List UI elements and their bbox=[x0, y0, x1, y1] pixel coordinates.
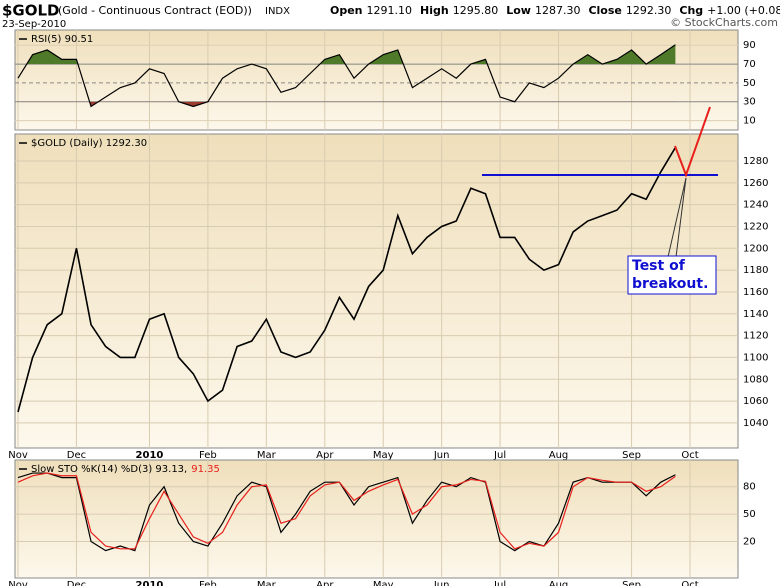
x-tick-label: Aug bbox=[549, 450, 569, 461]
y-tick-label: 1260 bbox=[743, 178, 768, 189]
x-tick-label: Jul bbox=[493, 580, 506, 586]
y-tick-label: 10 bbox=[743, 116, 756, 127]
panel-title-part: Slow STO %K(14) %D(3) 93.13, bbox=[31, 464, 187, 475]
quote-label: High bbox=[420, 4, 449, 17]
quote-value: 1292.30 bbox=[626, 4, 672, 17]
x-tick-label: Apr bbox=[316, 450, 334, 461]
y-tick-label: 70 bbox=[743, 59, 756, 70]
callout-text: breakout. bbox=[632, 276, 708, 292]
callout-text: Test of bbox=[632, 258, 686, 274]
y-tick-label: 1200 bbox=[743, 243, 768, 254]
y-tick-label: 80 bbox=[743, 482, 756, 493]
rsi-upper-fill bbox=[26, 44, 676, 65]
y-tick-label: 1040 bbox=[743, 418, 768, 429]
x-tick-label: Jun bbox=[433, 450, 450, 461]
x-tick-label: Aug bbox=[549, 580, 569, 586]
x-tick-label: May bbox=[373, 450, 394, 461]
description: (Gold - Continuous Contract (EOD)) bbox=[58, 4, 252, 17]
x-tick-label: Feb bbox=[199, 580, 217, 586]
pointer bbox=[675, 177, 687, 258]
pointer bbox=[667, 177, 687, 258]
series-line bbox=[17, 472, 676, 550]
x-tick-label: Dec bbox=[67, 580, 86, 586]
x-tick-label: Mar bbox=[257, 450, 277, 461]
series-line bbox=[17, 44, 676, 108]
panel-title: RSI(5) 90.51 bbox=[31, 34, 93, 45]
panel-bg bbox=[14, 29, 739, 131]
x-tick-label: Feb bbox=[199, 450, 217, 461]
callout-box bbox=[627, 255, 717, 295]
symbol: $GOLD bbox=[2, 2, 60, 20]
panel-bg bbox=[14, 459, 739, 579]
x-tick-label: Oct bbox=[681, 450, 698, 461]
y-tick-label: 1140 bbox=[743, 309, 768, 320]
x-tick-label: Mar bbox=[257, 580, 277, 586]
quote: Open 1291.10 High 1295.80 Low 1287.30 Close 129… bbox=[330, 4, 780, 17]
projection bbox=[674, 106, 711, 178]
quote-value: 1291.10 bbox=[367, 4, 413, 17]
exchange: INDX bbox=[265, 6, 290, 17]
quote-value: 1295.80 bbox=[453, 4, 499, 17]
x-tick-label: Jun bbox=[433, 580, 450, 586]
y-tick-label: 1180 bbox=[743, 265, 768, 276]
quote-label: Chg bbox=[679, 4, 703, 17]
y-tick-label: 20 bbox=[743, 536, 756, 547]
y-tick-label: 1240 bbox=[743, 200, 768, 211]
y-tick-label: 50 bbox=[743, 78, 756, 89]
x-tick-label: Nov bbox=[8, 450, 28, 461]
x-tick-label: Oct bbox=[681, 580, 698, 586]
panel-title-part: 91.35 bbox=[191, 464, 220, 475]
y-tick-label: 1120 bbox=[743, 331, 768, 342]
x-tick-label: Sep bbox=[622, 580, 641, 586]
x-tick-label: Apr bbox=[316, 580, 334, 586]
y-tick-label: 1280 bbox=[743, 156, 768, 167]
quote-label: Low bbox=[506, 4, 531, 17]
quote-value: 1287.30 bbox=[535, 4, 581, 17]
panel-title: $GOLD (Daily) 1292.30 bbox=[31, 138, 147, 149]
quote-label: Open bbox=[330, 4, 363, 17]
y-tick-label: 50 bbox=[743, 509, 756, 520]
x-tick-label: May bbox=[373, 580, 394, 586]
y-tick-label: 30 bbox=[743, 97, 756, 108]
quote-label: Close bbox=[588, 4, 621, 17]
y-tick-label: 1220 bbox=[743, 221, 768, 232]
panel-title: Slow STO %K(14) %D(3) 93.13, 91.35 bbox=[31, 464, 220, 475]
x-tick-label: 2010 bbox=[136, 450, 164, 461]
date: 23-Sep-2010 bbox=[2, 19, 66, 30]
x-tick-label: Nov bbox=[8, 580, 28, 586]
y-tick-label: 90 bbox=[743, 40, 756, 51]
y-tick-label: 1060 bbox=[743, 396, 768, 407]
quote-value: +1.00 (+0.08%) bbox=[707, 4, 780, 17]
y-tick-label: 1160 bbox=[743, 287, 768, 298]
x-tick-label: Sep bbox=[622, 450, 641, 461]
panel-bg bbox=[14, 133, 739, 449]
y-tick-label: 1080 bbox=[743, 374, 768, 385]
y-tick-label: 1100 bbox=[743, 352, 768, 363]
copyright: © StockCharts.com bbox=[670, 16, 778, 29]
x-tick-label: Dec bbox=[67, 450, 86, 461]
x-tick-label: Jul bbox=[493, 450, 506, 461]
x-tick-label: 2010 bbox=[136, 580, 164, 586]
series-line bbox=[17, 147, 677, 413]
